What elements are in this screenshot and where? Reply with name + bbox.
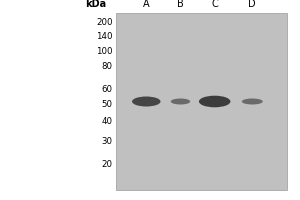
Text: B: B — [177, 0, 184, 9]
Text: 200: 200 — [96, 18, 112, 27]
Text: kDa: kDa — [85, 0, 106, 9]
Ellipse shape — [132, 96, 160, 106]
Text: D: D — [248, 0, 256, 9]
FancyBboxPatch shape — [116, 13, 286, 190]
Text: 30: 30 — [101, 137, 112, 146]
Text: A: A — [143, 0, 150, 9]
Ellipse shape — [199, 96, 230, 107]
Text: 50: 50 — [101, 100, 112, 109]
Ellipse shape — [242, 98, 263, 104]
Text: 40: 40 — [101, 117, 112, 126]
Text: 60: 60 — [101, 85, 112, 94]
Text: 20: 20 — [101, 160, 112, 169]
Ellipse shape — [171, 98, 190, 104]
Text: 100: 100 — [96, 47, 112, 56]
Text: C: C — [211, 0, 218, 9]
Text: 140: 140 — [96, 32, 112, 41]
Text: 80: 80 — [101, 62, 112, 71]
